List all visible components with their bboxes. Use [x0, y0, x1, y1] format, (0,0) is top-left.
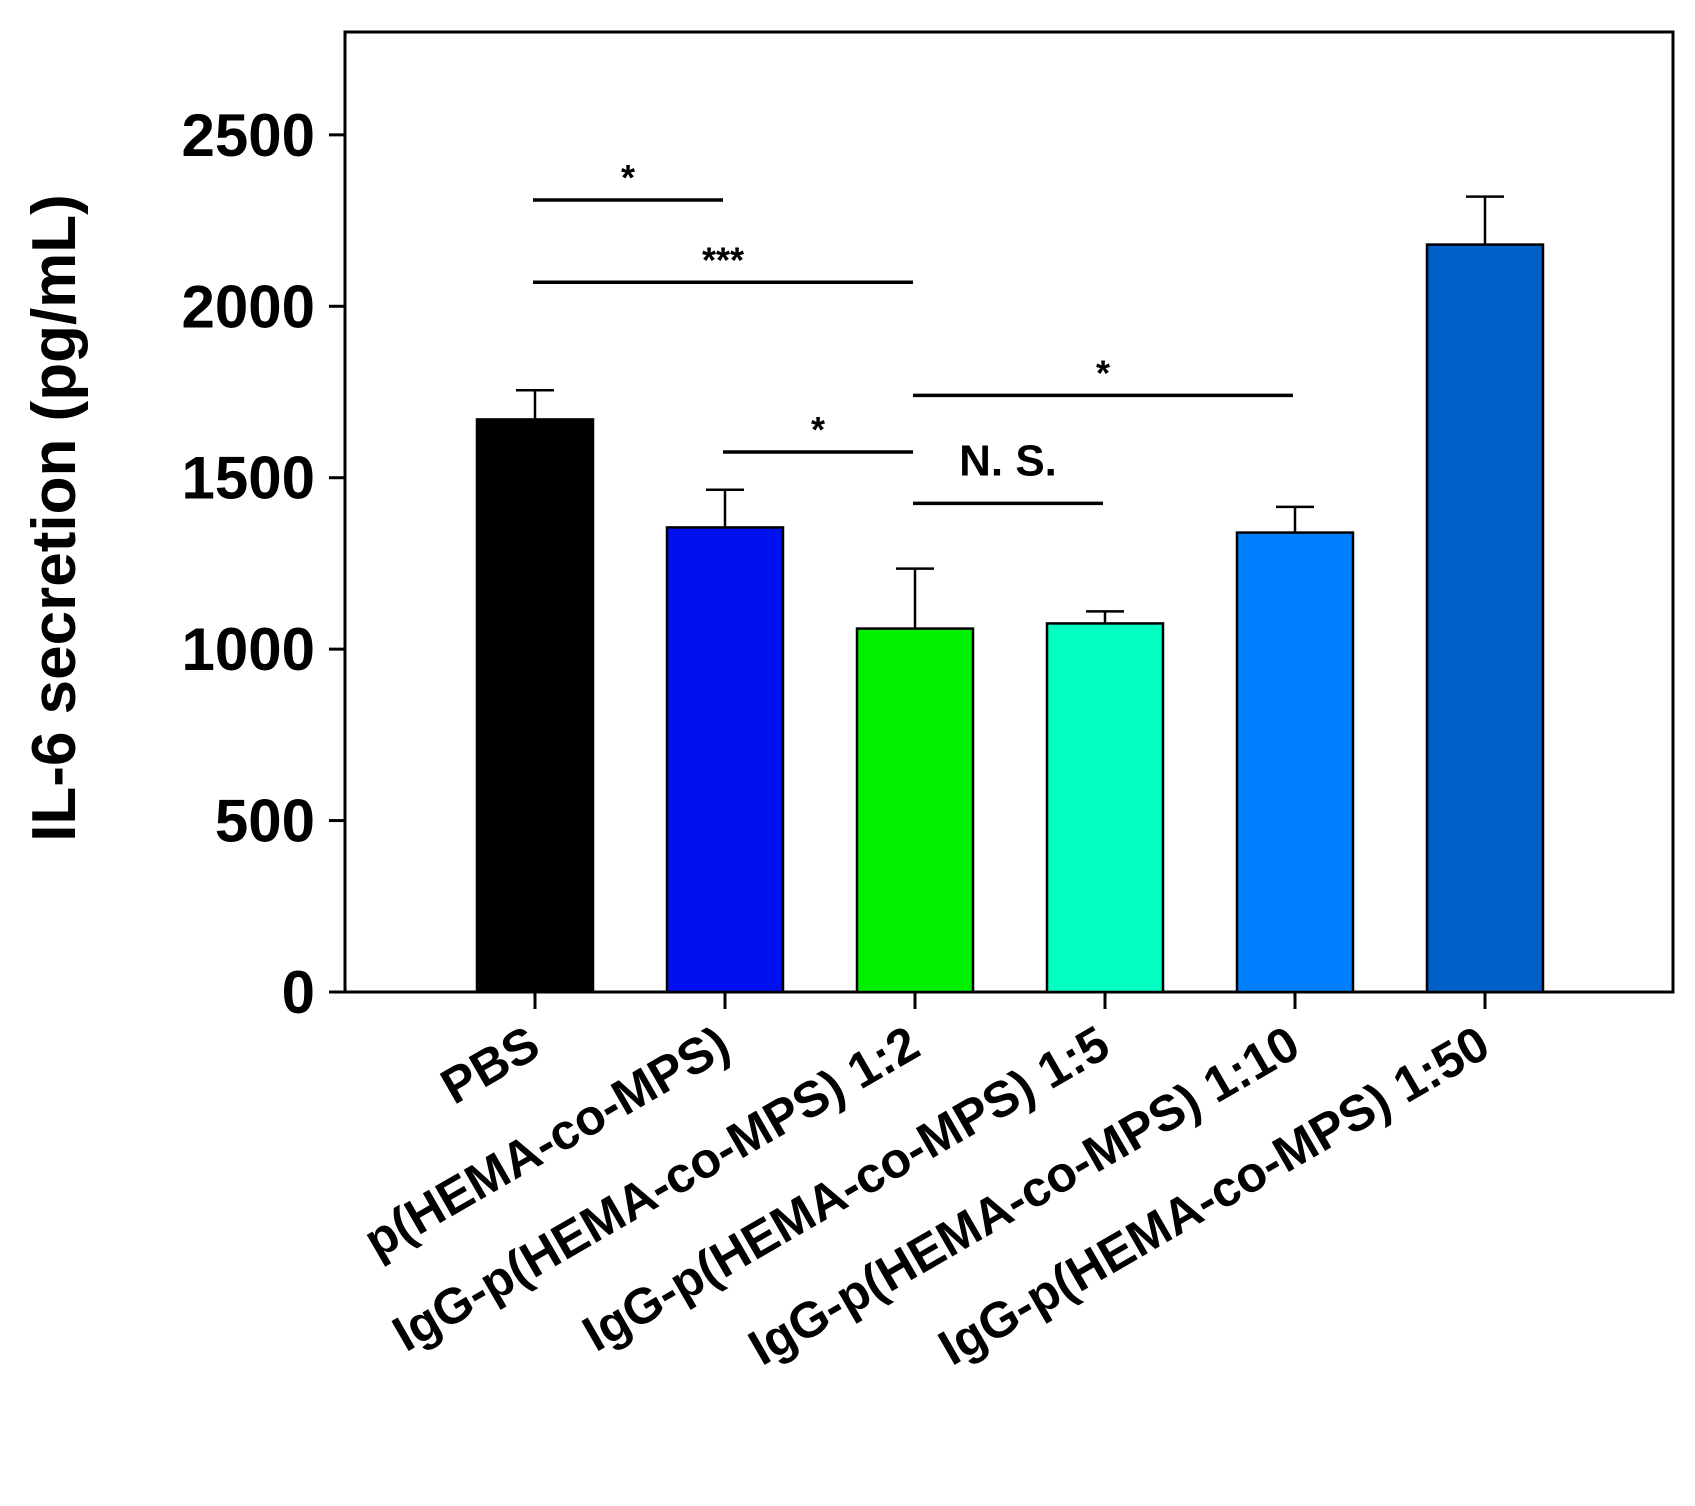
y-axis-title: IL-6 secretion (pg/mL) [20, 194, 89, 842]
plot-frame [343, 30, 1675, 994]
y-tick-label-1500: 1500 [182, 445, 315, 512]
significance-label-3: N. S. [959, 436, 1057, 485]
bar-5 [1425, 243, 1545, 994]
bar-1 [665, 526, 785, 994]
significance-label-2: * [811, 409, 825, 450]
y-tick-label-0: 0 [282, 959, 315, 1026]
significance-label-4: * [1096, 352, 1110, 393]
x-tick-label-0: PBS [431, 1015, 548, 1115]
bar-0 [475, 418, 595, 994]
bar-3 [1045, 622, 1165, 994]
y-tick-label-2500: 2500 [182, 102, 315, 169]
significance-label-0: * [621, 157, 635, 198]
y-tick-label-1000: 1000 [182, 616, 315, 683]
bar-4 [1235, 531, 1355, 994]
significance-label-1: *** [702, 239, 744, 280]
bar-2 [855, 627, 975, 994]
y-tick-label-2000: 2000 [182, 273, 315, 340]
y-tick-label-500: 500 [215, 788, 315, 855]
